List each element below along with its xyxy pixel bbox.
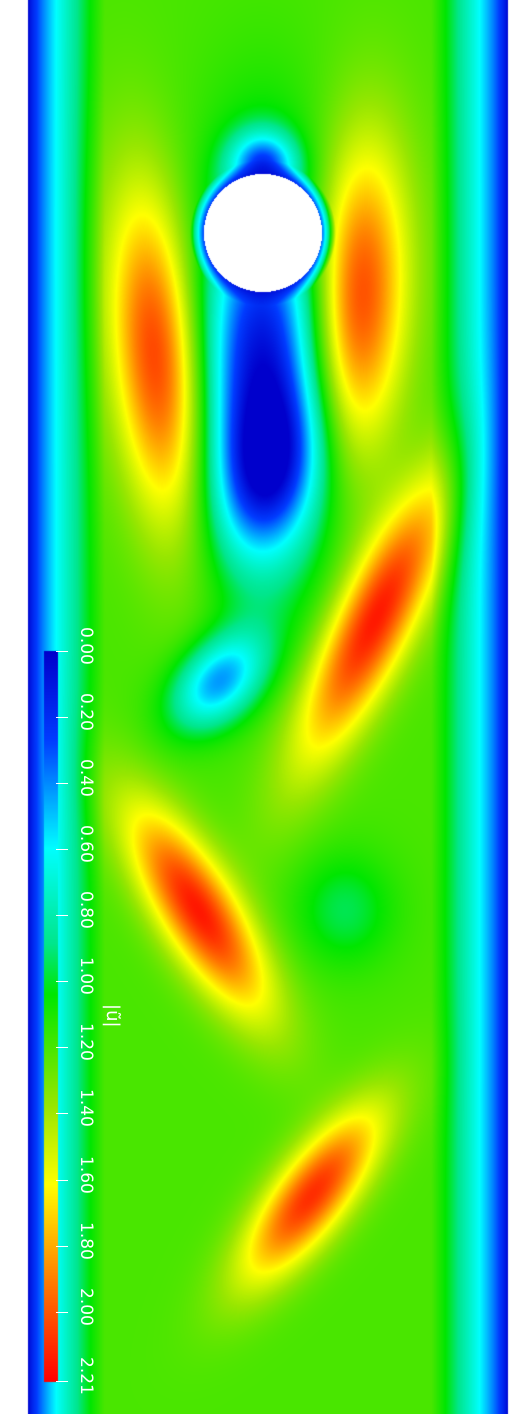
- colorbar-tick-mark: [56, 651, 68, 652]
- colorbar-tick-mark: [56, 1246, 68, 1247]
- colorbar-tick-mark: [56, 1381, 68, 1382]
- colorbar-title: |ũ|: [102, 1004, 123, 1028]
- colorbar-tick-label: 2.21: [76, 1357, 96, 1395]
- colorbar-tick-mark: [56, 783, 68, 784]
- colorbar-tick-label: 0.60: [76, 825, 96, 863]
- colorbar-tick-mark: [56, 849, 68, 850]
- colorbar-tick-mark: [56, 1312, 68, 1313]
- colorbar-tick-label: 0.80: [76, 891, 96, 929]
- colorbar-tick-label: 1.00: [76, 957, 96, 995]
- colorbar-tick-label: 0.00: [76, 627, 96, 665]
- colorbar-tick-label: 0.40: [76, 759, 96, 797]
- colorbar-tick-mark: [56, 1180, 68, 1181]
- colorbar-tick-label: 1.80: [76, 1222, 96, 1260]
- colorbar-tick-label: 1.40: [76, 1089, 96, 1127]
- colorbar-tick-mark: [56, 915, 68, 916]
- colorbar-tick-label: 1.60: [76, 1156, 96, 1194]
- colorbar-tick-label: 2.00: [76, 1288, 96, 1326]
- colorbar-tick-mark: [56, 717, 68, 718]
- colorbar-tick-mark: [56, 981, 68, 982]
- colorbar-tick-label: 0.20: [76, 693, 96, 731]
- colorbar-tick-mark: [56, 1113, 68, 1114]
- colorbar-tick-label: 1.20: [76, 1023, 96, 1061]
- colorbar-tick-mark: [56, 1047, 68, 1048]
